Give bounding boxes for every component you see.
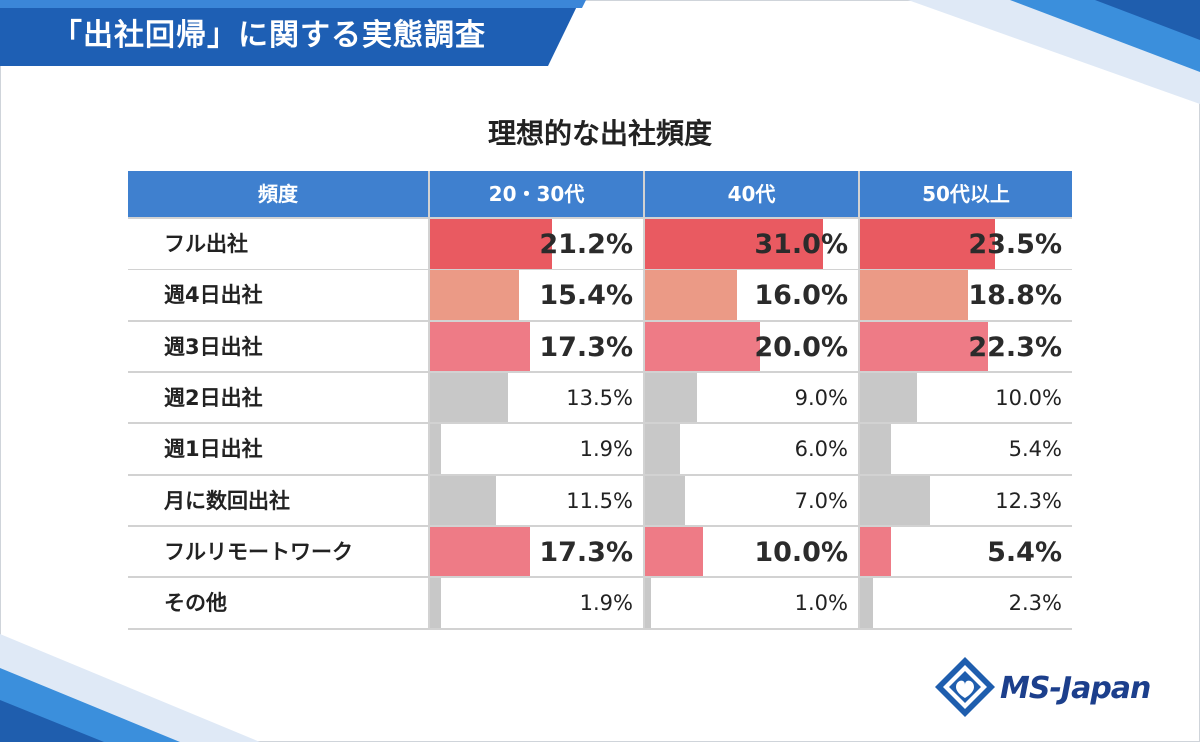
value-bar — [860, 526, 891, 577]
chart-title: 理想的な出社頻度 — [487, 117, 712, 150]
value-bar — [860, 578, 874, 628]
row-header-label: 頻度 — [128, 171, 428, 217]
value-bar — [645, 219, 824, 269]
value-cell: 1.9% — [430, 578, 643, 628]
value-cell: 18.8% — [860, 270, 1072, 320]
value-cell: 13.5% — [430, 372, 643, 423]
value-label: 18.8% — [968, 280, 1062, 312]
row-label: その他 — [128, 578, 428, 628]
value-label: 5.4% — [987, 536, 1062, 568]
value-cell: 17.3% — [430, 526, 643, 577]
column-header: 50代以上 — [860, 171, 1072, 217]
value-bar — [430, 526, 530, 577]
header-title: 「出社回帰」に関する実態調査 — [52, 18, 486, 53]
value-bar — [430, 578, 441, 628]
value-cell: 20.0% — [645, 321, 858, 372]
column-header: 20・30代 — [430, 171, 643, 217]
value-label: 20.0% — [754, 331, 848, 363]
ms-japan-logo-icon — [935, 657, 995, 717]
value-bar — [645, 578, 651, 628]
value-cell: 10.0% — [860, 372, 1072, 423]
value-bar — [430, 270, 519, 320]
row-label: 週2日出社 — [128, 372, 428, 423]
value-label: 10.0% — [995, 385, 1062, 410]
value-bar — [430, 219, 553, 269]
value-bar — [645, 424, 680, 474]
value-bar — [860, 270, 968, 320]
value-cell: 11.5% — [430, 475, 643, 525]
value-cell: 1.0% — [645, 578, 858, 628]
value-label: 1.9% — [579, 591, 633, 616]
row-label: フル出社 — [128, 219, 428, 269]
value-label: 9.0% — [794, 385, 848, 410]
value-label: 15.4% — [539, 280, 633, 312]
value-cell: 9.0% — [645, 372, 858, 423]
frequency-table: 頻度 20・30代 40代 50代以上フル出社 21.2% 31.0% 23.5% 週4日出社… — [128, 171, 1072, 630]
value-cell: 15.4% — [430, 270, 643, 320]
value-cell: 21.2% — [430, 219, 643, 269]
row-label: 週3日出社 — [128, 321, 428, 372]
value-cell: 5.4% — [860, 526, 1072, 577]
value-cell: 10.0% — [645, 526, 858, 577]
value-cell: 2.3% — [860, 578, 1072, 628]
value-label: 2.3% — [1008, 591, 1062, 616]
value-label: 5.4% — [1008, 437, 1062, 462]
value-label: 7.0% — [794, 488, 848, 513]
value-bar — [860, 372, 918, 423]
value-cell: 7.0% — [645, 475, 858, 525]
value-bar — [430, 321, 530, 372]
value-bar — [860, 321, 988, 372]
value-label: 22.3% — [968, 331, 1062, 363]
value-cell: 22.3% — [860, 321, 1072, 372]
value-label: 11.5% — [566, 488, 633, 513]
value-cell: 12.3% — [860, 475, 1072, 525]
value-label: 16.0% — [754, 280, 848, 312]
value-label: 17.3% — [539, 331, 633, 363]
value-cell: 5.4% — [860, 424, 1072, 474]
value-label: 31.0% — [754, 229, 848, 260]
row-label: 月に数回出社 — [128, 475, 428, 525]
value-bar — [645, 321, 761, 372]
value-bar — [860, 475, 931, 525]
value-cell: 1.9% — [430, 424, 643, 474]
value-label: 12.3% — [995, 488, 1062, 513]
value-bar — [430, 372, 508, 423]
value-cell: 23.5% — [860, 219, 1072, 269]
value-label: 21.2% — [539, 229, 633, 260]
value-bar — [645, 270, 738, 320]
value-bar — [860, 219, 995, 269]
value-cell: 6.0% — [645, 424, 858, 474]
value-label: 6.0% — [794, 437, 848, 462]
value-bar — [430, 475, 497, 525]
value-bar — [860, 424, 891, 474]
value-label: 17.3% — [539, 536, 633, 568]
value-label: 23.5% — [968, 229, 1062, 260]
row-label: フルリモートワーク — [128, 526, 428, 577]
value-bar — [645, 372, 697, 423]
value-cell: 16.0% — [645, 270, 858, 320]
value-cell: 17.3% — [430, 321, 643, 372]
brand-name: MS-Japan — [1000, 671, 1151, 706]
row-label: 週1日出社 — [128, 424, 428, 474]
value-label: 1.9% — [579, 437, 633, 462]
row-label: 週4日出社 — [128, 270, 428, 320]
value-label: 1.0% — [794, 591, 848, 616]
value-bar — [430, 424, 441, 474]
value-label: 10.0% — [754, 536, 848, 568]
value-bar — [645, 475, 686, 525]
value-bar — [645, 526, 703, 577]
column-header: 40代 — [645, 171, 858, 217]
value-cell: 31.0% — [645, 219, 858, 269]
value-label: 13.5% — [566, 385, 633, 410]
